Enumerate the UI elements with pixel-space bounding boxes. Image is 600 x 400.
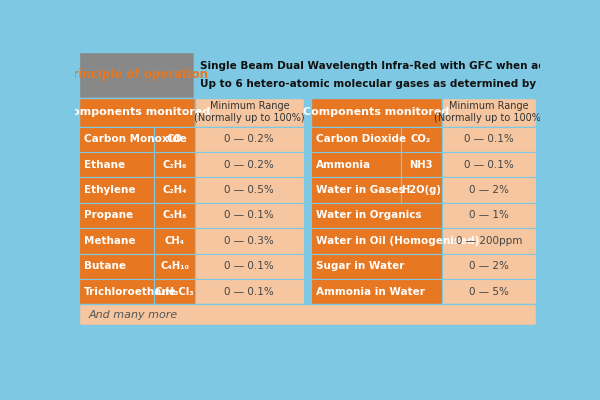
Bar (442, 254, 536, 279)
Text: Methane: Methane (83, 236, 135, 246)
Text: Water in Oil (Homogenised): Water in Oil (Homogenised) (316, 236, 479, 246)
Bar (442, 98, 536, 126)
Text: Components monitored: Components monitored (64, 107, 210, 117)
Text: Single Beam Dual Wavelength Infra-Red with GFC when advantageous: Single Beam Dual Wavelength Infra-Red wi… (200, 61, 600, 71)
Text: 0 — 0.2%: 0 — 0.2% (224, 134, 274, 144)
Bar (442, 152, 536, 177)
Bar (195, 98, 304, 126)
Bar (195, 228, 304, 254)
Bar (401, 152, 442, 177)
Bar (79, 254, 154, 279)
Text: Minimum Range
(Normally up to 100%): Minimum Range (Normally up to 100%) (434, 102, 544, 123)
Text: Ethylene: Ethylene (83, 185, 135, 195)
Text: 0 — 0.1%: 0 — 0.1% (224, 210, 274, 220)
Text: H2O(g): H2O(g) (401, 185, 441, 195)
Text: 0 — 0.3%: 0 — 0.3% (224, 236, 274, 246)
Bar (442, 203, 536, 228)
Bar (79, 228, 154, 254)
Text: Sugar in Water: Sugar in Water (316, 261, 404, 271)
Text: Components monitored: Components monitored (304, 107, 449, 117)
Text: 0 — 5%: 0 — 5% (469, 287, 509, 297)
Bar (311, 279, 442, 304)
Text: C₂H₃Cl₃: C₂H₃Cl₃ (155, 287, 194, 297)
Text: C₂H₄: C₂H₄ (163, 185, 187, 195)
Bar (195, 279, 304, 304)
Bar (79, 126, 154, 152)
Text: 0 — 0.1%: 0 — 0.1% (464, 160, 514, 170)
Text: Ethane: Ethane (83, 160, 125, 170)
Text: 0 — 1%: 0 — 1% (469, 210, 509, 220)
Text: CO: CO (167, 134, 182, 144)
Bar (79, 279, 154, 304)
Bar (311, 126, 401, 152)
Bar (79, 177, 154, 203)
Text: CH₄: CH₄ (164, 236, 185, 246)
Text: Ammonia: Ammonia (316, 160, 371, 170)
Bar (79, 203, 154, 228)
Text: Trichloroethane: Trichloroethane (83, 287, 176, 297)
Bar (442, 228, 536, 254)
Bar (79, 98, 195, 126)
Bar (311, 254, 442, 279)
Text: Carbon Dioxide: Carbon Dioxide (316, 134, 406, 144)
Text: Ammonia in Water: Ammonia in Water (316, 287, 425, 297)
Text: Carbon Monoxide: Carbon Monoxide (83, 134, 187, 144)
Bar (195, 126, 304, 152)
Bar (154, 203, 195, 228)
Bar (154, 126, 195, 152)
Bar (442, 177, 536, 203)
Bar (195, 152, 304, 177)
Text: 0 — 0.1%: 0 — 0.1% (224, 287, 274, 297)
Bar (154, 152, 195, 177)
Bar (154, 279, 195, 304)
Text: And many more: And many more (88, 310, 178, 320)
Bar (154, 254, 195, 279)
Bar (442, 279, 536, 304)
Text: Propane: Propane (83, 210, 133, 220)
Text: C₂H₆: C₂H₆ (163, 160, 187, 170)
Bar (442, 126, 536, 152)
Text: 0 — 0.1%: 0 — 0.1% (224, 261, 274, 271)
Bar (195, 254, 304, 279)
Bar (194, 52, 536, 98)
Text: CO₂: CO₂ (411, 134, 431, 144)
Bar (401, 126, 442, 152)
Bar (154, 228, 195, 254)
Text: Butane: Butane (83, 261, 125, 271)
Bar (311, 203, 442, 228)
Bar (311, 228, 442, 254)
Text: Water in Organics: Water in Organics (316, 210, 422, 220)
Bar (79, 304, 536, 325)
Text: Up to 6 hetero-atomic molecular gases as determined by the application: Up to 6 hetero-atomic molecular gases as… (200, 79, 600, 89)
Text: 0 — 2%: 0 — 2% (469, 185, 509, 195)
Text: C₄H₁₀: C₄H₁₀ (160, 261, 189, 271)
Text: Principle of operation: Principle of operation (64, 68, 208, 82)
Bar (195, 203, 304, 228)
Bar (311, 177, 401, 203)
Text: NH3: NH3 (409, 160, 433, 170)
Bar (311, 152, 401, 177)
Text: 0 — 2%: 0 — 2% (469, 261, 509, 271)
Bar (79, 52, 194, 98)
Text: 0 — 0.5%: 0 — 0.5% (224, 185, 274, 195)
Bar (79, 152, 154, 177)
Bar (401, 177, 442, 203)
Text: 0 — 0.2%: 0 — 0.2% (224, 160, 274, 170)
Bar (311, 98, 442, 126)
Text: 0 — 200ppm: 0 — 200ppm (455, 236, 522, 246)
Text: C₃H₈: C₃H₈ (163, 210, 187, 220)
Text: 0 — 0.1%: 0 — 0.1% (464, 134, 514, 144)
Text: Minimum Range
(Normally up to 100%): Minimum Range (Normally up to 100%) (194, 102, 305, 123)
Text: Water in Gases: Water in Gases (316, 185, 405, 195)
Bar (195, 177, 304, 203)
Bar (154, 177, 195, 203)
